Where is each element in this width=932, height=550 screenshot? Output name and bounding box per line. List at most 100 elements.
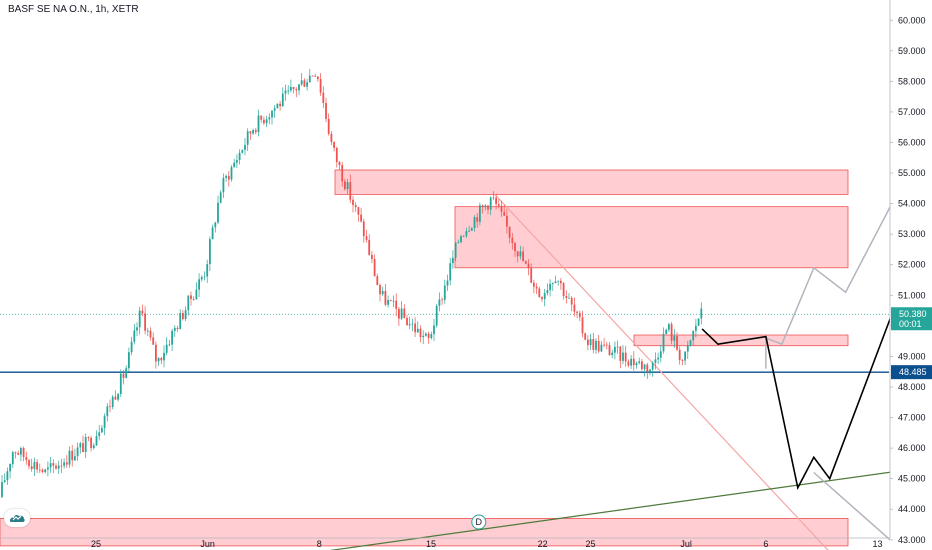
candle-body xyxy=(630,358,632,366)
candle-body xyxy=(195,289,198,300)
candle-body xyxy=(57,465,60,469)
candle-body xyxy=(111,396,114,407)
candle-body xyxy=(230,167,233,180)
candle-body xyxy=(460,236,462,243)
price-axis: 43.000 44.000 45.000 46.000 47.000 48.000 49.0… xyxy=(889,0,932,550)
candle-body xyxy=(249,131,252,134)
time-tick-label: 13 xyxy=(873,539,883,549)
price-tick-label: 51.000 xyxy=(898,290,926,300)
candle-body xyxy=(622,352,624,361)
price-tick-label: 43.000 xyxy=(898,535,926,545)
candle-body xyxy=(692,330,695,341)
candle-body xyxy=(211,227,214,240)
candle-body xyxy=(165,344,168,353)
candle-body xyxy=(492,197,495,199)
price-tick-label: 59.000 xyxy=(898,46,926,56)
candle-body xyxy=(217,202,219,223)
candle-body xyxy=(28,460,30,467)
candle-body xyxy=(376,276,379,285)
candle-body xyxy=(119,373,122,395)
candle-body xyxy=(198,279,200,290)
candle-body xyxy=(368,239,371,255)
candle-body xyxy=(449,263,452,281)
candle-body xyxy=(497,204,500,206)
price-tick-label: 46.000 xyxy=(898,443,926,453)
candle-body xyxy=(1,481,3,498)
candle-body xyxy=(500,205,503,212)
candle-body xyxy=(357,207,360,215)
candle-body xyxy=(446,280,449,286)
candle-body xyxy=(9,464,11,472)
candle-body xyxy=(662,333,665,352)
candle-body xyxy=(303,80,306,87)
candle-body xyxy=(503,211,506,216)
candle-body xyxy=(587,339,589,346)
candle-body xyxy=(125,368,128,378)
candle-body xyxy=(384,290,387,305)
candle-body xyxy=(311,75,314,77)
candle-body xyxy=(668,324,670,330)
candle-body xyxy=(292,86,295,90)
candle-body xyxy=(98,432,101,437)
candle-body xyxy=(55,465,57,469)
candle-body xyxy=(176,327,179,330)
candle-body xyxy=(565,296,568,299)
candle-body xyxy=(17,452,20,455)
candle-body xyxy=(479,205,481,222)
candle-body xyxy=(287,90,290,92)
candle-body xyxy=(206,264,209,277)
candle-body xyxy=(20,447,22,455)
candle-body xyxy=(603,344,605,346)
candle-body xyxy=(441,299,443,301)
support-zone xyxy=(0,517,849,547)
candle-body xyxy=(514,243,516,252)
time-axis: 25 Jun 8 15 22 25 Jul 6 13 D xyxy=(0,514,890,549)
candle-body xyxy=(141,310,144,314)
candle-body xyxy=(427,333,430,339)
tradingview-cloud-icon xyxy=(4,509,30,527)
candle-body xyxy=(608,345,611,356)
candle-body xyxy=(643,364,646,370)
price-axis-background xyxy=(890,0,932,550)
candle-body xyxy=(468,230,470,232)
candle-body xyxy=(236,160,238,163)
candle-body xyxy=(389,300,392,301)
candle-body xyxy=(638,361,641,364)
candle-body xyxy=(22,447,25,458)
candle-body xyxy=(203,276,206,278)
candle-body xyxy=(560,280,562,284)
candle-body xyxy=(101,427,103,433)
candles-layer xyxy=(1,68,703,498)
candle-body xyxy=(538,288,541,298)
candle-body xyxy=(589,338,592,346)
candle-body xyxy=(489,197,492,210)
candle-body xyxy=(481,205,484,208)
candle-body xyxy=(533,282,535,287)
candle-body xyxy=(90,437,92,449)
candle-body xyxy=(263,119,265,124)
candle-body xyxy=(106,406,109,417)
candle-body xyxy=(614,346,616,353)
candle-body xyxy=(192,299,195,300)
candle-body xyxy=(522,251,524,262)
candle-body xyxy=(557,280,560,282)
candle-body xyxy=(649,369,651,372)
candle-body xyxy=(146,330,149,332)
candle-body xyxy=(265,119,268,124)
time-tick-label: Jul xyxy=(680,539,692,549)
candle-body xyxy=(392,300,395,302)
candle-body xyxy=(443,285,446,300)
candle-body xyxy=(360,214,362,222)
candle-body xyxy=(47,467,49,470)
candle-body xyxy=(576,311,578,313)
candle-body xyxy=(63,462,65,466)
candle-body xyxy=(330,133,333,142)
time-tick-label: 25 xyxy=(91,539,101,549)
symbol-title: BASF SE NA O.N., 1h, XETR xyxy=(8,4,139,15)
candle-body xyxy=(84,437,87,452)
candle-body xyxy=(487,205,489,210)
candle-body xyxy=(508,226,511,238)
price-tick-label: 60.000 xyxy=(898,15,926,25)
